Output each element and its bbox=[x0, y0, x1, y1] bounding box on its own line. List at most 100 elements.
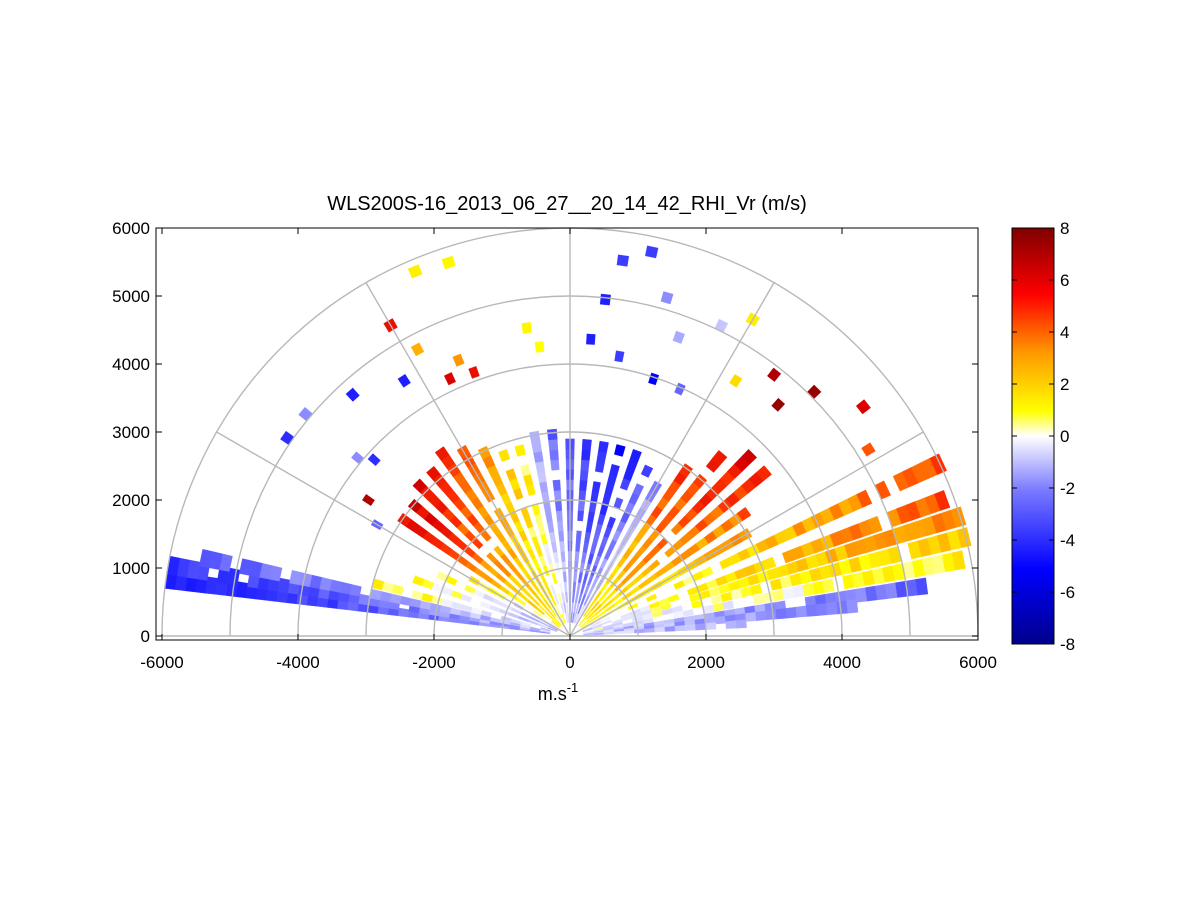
velocity-cell bbox=[550, 459, 560, 471]
x-tick-label: 6000 bbox=[959, 653, 997, 672]
velocity-cell bbox=[529, 430, 541, 443]
velocity-cell bbox=[705, 622, 717, 630]
x-tick-label: -6000 bbox=[140, 653, 183, 672]
velocity-cell bbox=[552, 479, 561, 491]
scatter-cell bbox=[645, 245, 659, 259]
velocity-cell bbox=[411, 589, 424, 601]
x-axis-label: m.s-1 bbox=[538, 680, 579, 704]
velocity-cell bbox=[581, 438, 592, 451]
colorbar-tick-label: 0 bbox=[1060, 427, 1069, 446]
axis-ticks: -6000 -4000 -2000 0 2000 4000 6000 0 1000 2000 300… bbox=[112, 219, 997, 672]
scatter-cell bbox=[660, 291, 674, 305]
velocity-cell bbox=[836, 600, 849, 615]
velocity-cell bbox=[654, 626, 666, 633]
colorbar-tick-label: -2 bbox=[1060, 479, 1075, 498]
velocity-cell bbox=[555, 510, 563, 522]
velocity-cell bbox=[775, 608, 788, 620]
velocity-cell bbox=[239, 558, 253, 576]
velocity-cell bbox=[579, 469, 589, 481]
velocity-cell bbox=[549, 449, 559, 461]
colorbar-tick-label: -6 bbox=[1060, 583, 1075, 602]
polar-grid bbox=[161, 227, 979, 637]
velocity-cell bbox=[577, 510, 585, 522]
x-tick-label: -4000 bbox=[276, 653, 319, 672]
scatter-cell bbox=[534, 341, 545, 353]
velocity-cell bbox=[486, 552, 498, 564]
velocity-cell bbox=[578, 489, 587, 502]
velocity-cell bbox=[854, 587, 868, 603]
velocity-cell bbox=[289, 570, 303, 586]
velocity-cell bbox=[553, 489, 562, 502]
velocity-cell bbox=[557, 520, 564, 532]
scatter-cell bbox=[452, 353, 465, 367]
chart-title: WLS200S-16_2013_06_27__20_14_42_RHI_Vr (… bbox=[327, 193, 807, 215]
velocity-cell bbox=[756, 465, 772, 482]
velocity-cell bbox=[577, 500, 586, 512]
velocity-cell bbox=[514, 444, 526, 457]
velocity-cell bbox=[795, 605, 808, 618]
colorbar-tick-label: 8 bbox=[1060, 219, 1069, 238]
velocity-cell bbox=[598, 440, 609, 453]
colorbar-tick-label: -4 bbox=[1060, 531, 1075, 550]
y-tick-label: 3000 bbox=[112, 423, 150, 442]
y-tick-label: 0 bbox=[141, 627, 150, 646]
velocity-cell bbox=[736, 506, 752, 522]
velocity-cell bbox=[674, 625, 686, 632]
colorbar-tick-label: -8 bbox=[1060, 635, 1075, 654]
scatter-cell bbox=[468, 366, 480, 379]
velocity-cell bbox=[397, 607, 410, 618]
velocity-cell bbox=[634, 628, 645, 634]
scatter-cell bbox=[367, 453, 381, 467]
colorbar-tick-label: 6 bbox=[1060, 271, 1069, 290]
scatter-cell bbox=[599, 293, 611, 306]
velocity-cell bbox=[684, 624, 696, 631]
velocity-cell bbox=[548, 438, 559, 451]
velocity-cell bbox=[735, 619, 747, 629]
scatter-cell bbox=[855, 399, 871, 415]
velocity-cell bbox=[575, 540, 581, 552]
velocity-cell bbox=[815, 602, 828, 616]
velocity-cell bbox=[498, 448, 511, 463]
velocity-cell bbox=[520, 463, 531, 477]
velocity-cell bbox=[531, 440, 542, 453]
velocity-cell bbox=[579, 479, 588, 491]
velocity-cell bbox=[606, 516, 616, 529]
velocity-cell bbox=[559, 540, 565, 552]
velocity-cell bbox=[867, 515, 883, 534]
y-tick-label: 4000 bbox=[112, 355, 150, 374]
velocity-cell bbox=[493, 545, 505, 558]
velocity-cell bbox=[640, 464, 654, 478]
velocity-cell bbox=[580, 459, 590, 471]
velocity-cell bbox=[951, 550, 966, 571]
velocity-cell bbox=[402, 571, 416, 583]
y-tick-label: 1000 bbox=[112, 559, 150, 578]
y-tick-label: 2000 bbox=[112, 491, 150, 510]
velocity-cell bbox=[644, 627, 656, 633]
velocity-cell bbox=[755, 610, 767, 621]
scatter-cell bbox=[767, 367, 782, 382]
velocity-cell bbox=[741, 448, 758, 465]
velocity-cell bbox=[426, 465, 441, 481]
scatter-cell bbox=[407, 264, 423, 279]
colorbar-ticks: 8 6 4 2 0 -2 -4 -6 -8 bbox=[1012, 219, 1075, 654]
velocity-cell bbox=[725, 620, 737, 629]
velocity-cell bbox=[805, 604, 818, 617]
velocity-cell bbox=[671, 605, 684, 614]
velocity-cell bbox=[614, 444, 626, 457]
velocity-cell bbox=[632, 483, 645, 497]
y-tick-label: 5000 bbox=[112, 287, 150, 306]
y-tick-label: 6000 bbox=[112, 219, 150, 238]
velocity-data-layer bbox=[164, 245, 972, 636]
colorbar bbox=[1011, 227, 1055, 645]
velocity-cell bbox=[826, 601, 838, 616]
velocity-cell bbox=[558, 530, 565, 542]
velocity-cell bbox=[782, 587, 795, 600]
velocity-cell bbox=[934, 490, 951, 511]
radial-spoke bbox=[365, 282, 571, 637]
velocity-cell bbox=[648, 559, 661, 571]
scatter-cell bbox=[345, 387, 360, 402]
scatter-cell bbox=[362, 494, 375, 506]
velocity-cell bbox=[426, 566, 440, 578]
scatter-cell bbox=[672, 330, 685, 344]
radial-spoke bbox=[216, 431, 571, 637]
